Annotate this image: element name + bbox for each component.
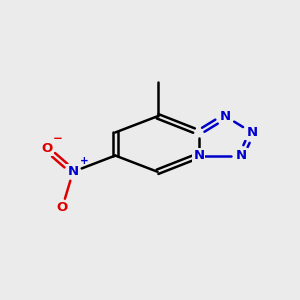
Text: N: N — [236, 149, 247, 162]
Text: O: O — [41, 142, 52, 155]
Text: +: + — [80, 156, 89, 167]
Text: N: N — [220, 110, 231, 123]
Text: −: − — [53, 132, 63, 145]
Text: N: N — [193, 149, 204, 162]
Text: N: N — [246, 126, 257, 139]
Text: N: N — [68, 165, 79, 178]
Text: O: O — [57, 201, 68, 214]
